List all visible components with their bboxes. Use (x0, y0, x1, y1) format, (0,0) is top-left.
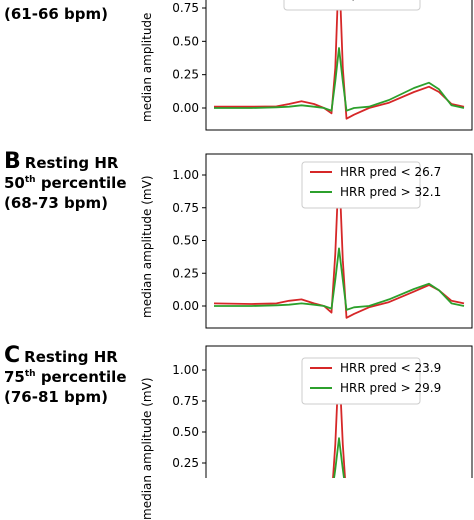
series-line-red (213, 163, 465, 319)
panel-a-label: (61-66 bpm) (4, 4, 108, 24)
panel-c-label: C Resting HR 75th percentile (76-81 bpm) (4, 343, 127, 407)
panel-b-plot: 0.00 0.25 0.50 0.75 1.00 HRR pred < 26.7 HRR p… (172, 153, 473, 329)
ytick-label: 0.75 (172, 1, 199, 15)
ytick-label: 1.00 (172, 168, 199, 182)
ytick-label: 0.25 (172, 266, 199, 280)
panel-c-plot: 0.25 0.50 0.75 1.00 HRR pred < 23.9 HRR pred … (172, 345, 473, 478)
panel-a-ylabel: median amplitude (140, 12, 154, 122)
panel-b-letter: B (4, 149, 21, 174)
panel-b-line-3: (68-73 bpm) (4, 194, 109, 212)
ytick-label: 0.50 (172, 425, 199, 439)
ytick-label: 0.50 (172, 34, 199, 48)
ytick-label: 0.25 (172, 68, 199, 82)
axes-frame (205, 0, 473, 131)
series-line-green (214, 47, 465, 112)
legend-label: HRR pred < 23.9 (340, 361, 441, 375)
panel-c-ylabel: median amplitude (mV) (140, 377, 154, 520)
legend-label: HRR pred > 29.9 (340, 381, 441, 395)
ytick-label: 1.00 (172, 363, 199, 377)
axes-frame (205, 345, 473, 478)
legend-label: HRR pred < 26.7 (340, 165, 441, 179)
panel-b-line-1: Resting HR (24, 154, 119, 172)
series-line-red (214, 0, 465, 120)
panel-c-line-1: Resting HR (24, 348, 118, 366)
ytick-label: 0.50 (172, 234, 199, 248)
panel-c-line-2: 75th percentile (4, 368, 127, 386)
legend-box (283, 0, 421, 11)
legend-box (301, 161, 421, 209)
panel-c-letter: C (4, 343, 21, 368)
panel-a-line-2: (61-66 bpm) (4, 5, 109, 23)
legend-label: HRR pred (322, 0, 379, 1)
panel-b-line-2: 50th percentile (4, 174, 127, 192)
panel-c-line-3: (76-81 bpm) (4, 388, 109, 406)
series-line-green (214, 247, 465, 311)
panel-b-ylabel: median amplitude (mV) (140, 175, 154, 318)
panel-b-label: B Resting HR 50th percentile (68-73 bpm) (4, 149, 127, 213)
ytick-label: 0.75 (172, 201, 199, 215)
legend-label: HRR pred > 32.1 (340, 185, 441, 199)
panel-a-plot: 0.00 0.25 0.50 0.75 HRR pred (172, 0, 473, 131)
ytick-label: 0.75 (172, 394, 199, 408)
ytick-label: 0.00 (172, 101, 199, 115)
ytick-label: 0.00 (172, 299, 199, 313)
legend-box (301, 357, 421, 405)
ytick-label: 0.25 (172, 456, 199, 470)
